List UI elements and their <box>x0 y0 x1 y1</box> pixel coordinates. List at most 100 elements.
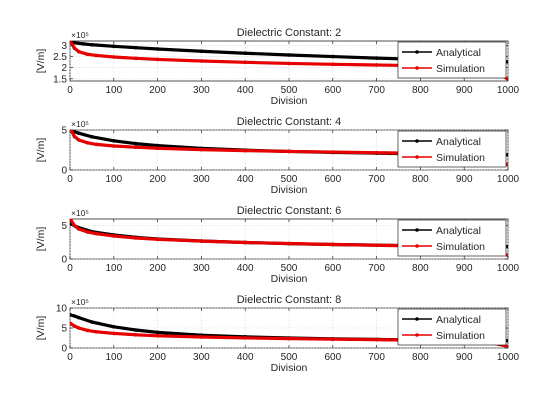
data-point-simulation <box>155 334 160 338</box>
x-tick-label: 300 <box>193 174 210 185</box>
data-point-simulation <box>72 134 77 139</box>
legend-label-simulation: Simulation <box>436 241 485 253</box>
data-point-simulation <box>243 336 247 340</box>
x-tick-label: 600 <box>324 263 341 274</box>
x-axis-label: Division <box>271 273 308 285</box>
data-point-simulation <box>112 55 116 59</box>
data-point-analytical <box>155 47 160 51</box>
data-point-simulation <box>94 142 99 147</box>
x-tick-label: 300 <box>193 263 210 274</box>
x-tick-label: 400 <box>237 352 254 363</box>
data-point-simulation <box>287 241 291 246</box>
data-point-simulation <box>287 61 291 66</box>
x-tick-label: 500 <box>281 85 298 96</box>
data-point-simulation <box>133 145 138 149</box>
legend-marker-simulation <box>415 333 419 337</box>
x-tick-label: 0 <box>67 263 73 274</box>
data-point-simulation <box>72 223 77 228</box>
y-axis-label: [V/m] <box>35 49 47 74</box>
x-tick-label: 500 <box>281 174 298 185</box>
x-tick-label: 400 <box>237 174 254 185</box>
data-point-simulation <box>112 331 116 336</box>
y-tick-label: 5 <box>61 126 67 137</box>
legend-box <box>397 130 507 168</box>
data-point-simulation <box>506 344 508 348</box>
data-point-simulation <box>243 240 247 245</box>
legend: Analytical Simulation <box>397 308 507 346</box>
data-point-simulation <box>199 239 204 243</box>
x-tick-label: 600 <box>324 85 341 96</box>
legend-marker-analytical <box>415 139 419 143</box>
y-axis-label: [V/m] <box>35 138 47 163</box>
y-tick-label: 5 <box>61 221 67 232</box>
data-point-analytical <box>81 42 85 46</box>
data-point-analytical <box>506 338 508 343</box>
data-point-simulation <box>506 253 508 258</box>
data-point-simulation <box>331 150 335 154</box>
x-tick-label: 1000 <box>497 263 520 274</box>
data-point-analytical <box>70 313 72 317</box>
x-axis-label: Division <box>271 95 308 107</box>
data-point-simulation <box>85 52 90 57</box>
x-tick-label: 700 <box>368 174 385 185</box>
x-tick-label: 100 <box>105 352 122 363</box>
x-tick-label: 900 <box>456 263 473 274</box>
data-point-analytical <box>243 51 247 56</box>
data-point-simulation <box>85 141 90 145</box>
y-axis-label: [V/m] <box>35 316 47 341</box>
data-point-simulation <box>112 144 116 148</box>
y-tick-label: 2.5 <box>53 52 67 63</box>
x-tick-label: 900 <box>456 85 473 96</box>
data-point-simulation <box>199 335 204 339</box>
data-point-simulation <box>331 337 335 342</box>
data-point-analytical <box>112 139 116 143</box>
y-tick-label: 0 <box>61 344 67 355</box>
subplot-3: Dielectric Constant: 6 0 100 200 300 400 500 60… <box>35 205 520 285</box>
data-point-simulation <box>374 243 379 248</box>
data-point-analytical <box>287 53 291 57</box>
x-tick-label: 300 <box>193 352 210 363</box>
legend-marker-analytical <box>415 50 419 54</box>
x-tick-label: 800 <box>412 263 429 274</box>
data-point-simulation <box>155 146 160 151</box>
subplot-title: Dielectric Constant: 6 <box>237 205 342 217</box>
x-tick-label: 1000 <box>497 174 520 185</box>
legend: Analytical Simulation <box>397 130 507 168</box>
legend-label-simulation: Simulation <box>436 330 485 342</box>
data-point-analytical <box>133 45 138 50</box>
y-tick-label: 3 <box>61 41 67 52</box>
data-point-simulation <box>199 59 204 63</box>
data-point-simulation <box>94 330 99 334</box>
data-point-analytical <box>76 131 81 135</box>
data-point-analytical <box>506 244 508 249</box>
x-tick-label: 800 <box>412 85 429 96</box>
data-point-analytical <box>506 153 508 157</box>
subplot-title: Dielectric Constant: 8 <box>237 294 342 306</box>
x-tick-label: 100 <box>105 174 122 185</box>
y-tick-label: 1.5 <box>53 74 67 85</box>
x-tick-label: 800 <box>412 174 429 185</box>
x-tick-label: 700 <box>368 263 385 274</box>
legend-box <box>397 308 507 346</box>
y-exponent-label: ×10⁵ <box>71 208 89 218</box>
data-point-simulation <box>199 147 204 152</box>
x-tick-label: 200 <box>149 85 166 96</box>
data-point-simulation <box>374 337 379 342</box>
data-point-simulation <box>72 324 77 328</box>
y-exponent-label: ×10⁵ <box>71 119 89 129</box>
x-tick-label: 800 <box>412 352 429 363</box>
x-tick-label: 600 <box>324 174 341 185</box>
legend-label-simulation: Simulation <box>436 152 485 164</box>
y-exponent-label: ×10⁵ <box>71 30 89 40</box>
y-exponent-label: ×10⁵ <box>71 297 89 307</box>
data-point-simulation <box>133 236 138 240</box>
data-point-simulation <box>70 219 72 221</box>
x-tick-label: 500 <box>281 263 298 274</box>
data-point-simulation <box>374 150 379 155</box>
data-point-simulation <box>70 130 71 131</box>
data-point-simulation <box>76 326 81 330</box>
data-point-simulation <box>70 321 72 325</box>
data-point-analytical <box>506 60 508 64</box>
data-point-simulation <box>94 231 99 236</box>
